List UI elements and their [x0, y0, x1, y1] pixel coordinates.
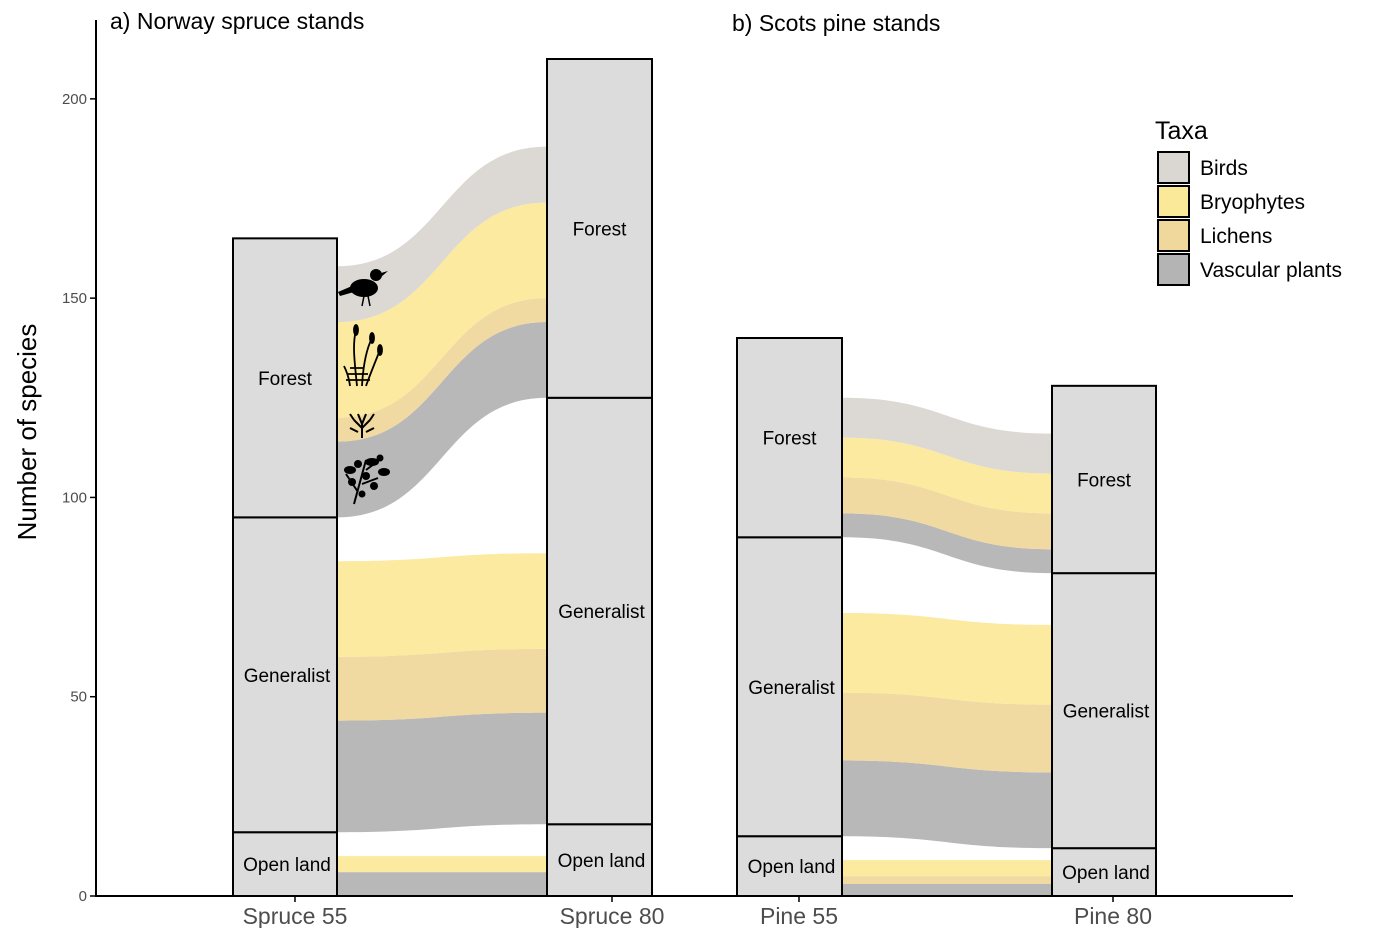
flow-b-generalist-bryophytes: [842, 613, 1052, 705]
legend-label-birds: Birds: [1200, 157, 1248, 180]
bar-label-spruce-55-generalist: Generalist: [244, 666, 331, 687]
bar-label-pine-55-generalist: Generalist: [748, 678, 835, 699]
legend-label-lichens: Lichens: [1200, 225, 1272, 248]
y-tick-label-150: 150: [62, 290, 87, 307]
bar-label-spruce-55-open-land: Open land: [243, 855, 331, 876]
panel-title-a: a) Norway spruce stands: [110, 8, 364, 34]
y-tick-label-50: 50: [70, 689, 87, 706]
x-tick-label-pine-80: Pine 80: [1074, 903, 1152, 928]
flow-b-forest-vascular-plants: [842, 513, 1052, 574]
legend-key-vascular-plants: [1157, 253, 1190, 286]
bar-label-pine-55-open-land: Open land: [748, 857, 836, 878]
flow-a-generalist-lichens: [337, 648, 547, 721]
flow-a-open-land-vascular-plants: [337, 872, 547, 896]
legend: Taxa Birds Bryophytes Lichens Vascular plan…: [1155, 117, 1342, 286]
x-tick-label-spruce-80: Spruce 80: [560, 903, 665, 928]
x-tick-label-spruce-55: Spruce 55: [243, 903, 348, 928]
flow-b-open-land-bryophytes: [842, 860, 1052, 877]
y-ticks: 0 50 100 150 200: [62, 91, 96, 905]
bar-pine-55-generalist: [736, 536, 843, 838]
bar-pine-55-forest: [736, 337, 843, 539]
flow-b-open-land-lichens: [842, 876, 1052, 885]
bar-spruce-55-generalist: [232, 516, 338, 834]
flow-a-forest-bryophytes: [337, 202, 547, 418]
bars-layer: Open land Generalist Forest Open land Genera…: [232, 58, 1157, 898]
bird-icon: [338, 269, 388, 307]
bar-label-pine-80-generalist: Generalist: [1063, 702, 1150, 723]
flow-a-forest-birds: [337, 146, 547, 323]
y-tick-label-100: 100: [62, 489, 87, 506]
legend-label-vascular-plants: Vascular plants: [1200, 259, 1342, 282]
x-ticks: Spruce 55 Spruce 80 Pine 55 Pine 80: [243, 896, 1152, 928]
flow-b-open-land-vascular-plants: [842, 884, 1052, 896]
bar-label-pine-80-forest: Forest: [1077, 470, 1132, 491]
flow-b-generalist-lichens: [842, 692, 1052, 773]
bar-label-spruce-80-forest: Forest: [573, 219, 628, 240]
flow-b-forest-bryophytes: [842, 437, 1052, 514]
flow-a-generalist-vascular-plants: [337, 712, 547, 833]
bar-label-spruce-80-open-land: Open land: [558, 851, 646, 872]
bar-pine-80-open-land: [1051, 847, 1157, 898]
flow-a-generalist-bryophytes: [337, 553, 547, 657]
bar-label-pine-55-forest: Forest: [763, 429, 818, 450]
flow-b-forest-birds: [842, 397, 1052, 474]
vascular-plant-icon: [344, 454, 390, 505]
legend-label-bryophytes: Bryophytes: [1200, 191, 1305, 214]
bar-label-pine-80-open-land: Open land: [1062, 863, 1150, 884]
flow-a-forest-lichens: [337, 298, 547, 442]
bar-spruce-55-forest: [232, 237, 338, 519]
y-tick-label-200: 200: [62, 91, 87, 108]
bar-pine-55-open-land: [736, 835, 843, 898]
y-axis-label: Number of species: [12, 324, 42, 541]
lichen-icon: [349, 413, 375, 438]
flows-layer: [337, 146, 1052, 896]
legend-title: Taxa: [1155, 117, 1208, 145]
flow-b-generalist-vascular-plants: [842, 760, 1052, 849]
bar-pine-80-forest: [1051, 384, 1157, 575]
flow-b-forest-lichens: [842, 477, 1052, 550]
legend-key-lichens: [1157, 219, 1190, 252]
y-tick-label-0: 0: [79, 888, 87, 905]
bar-spruce-55-open-land: [232, 831, 338, 898]
flow-a-open-land-bryophytes: [337, 856, 547, 873]
bar-pine-80-generalist: [1051, 572, 1157, 850]
bar-label-spruce-55-forest: Forest: [258, 369, 313, 390]
legend-key-birds: [1157, 151, 1190, 184]
bar-spruce-80-generalist: [546, 396, 653, 826]
bar-label-spruce-80-generalist: Generalist: [558, 602, 645, 623]
legend-key-bryophytes: [1157, 185, 1190, 218]
bar-spruce-80-forest: [546, 58, 653, 399]
flow-a-forest-vascular-plants: [337, 322, 547, 518]
x-tick-label-pine-55: Pine 55: [760, 903, 838, 928]
moss-icon: [343, 324, 383, 387]
taxa-icons: [338, 269, 390, 505]
panel-title-b: b) Scots pine stands: [732, 10, 940, 36]
